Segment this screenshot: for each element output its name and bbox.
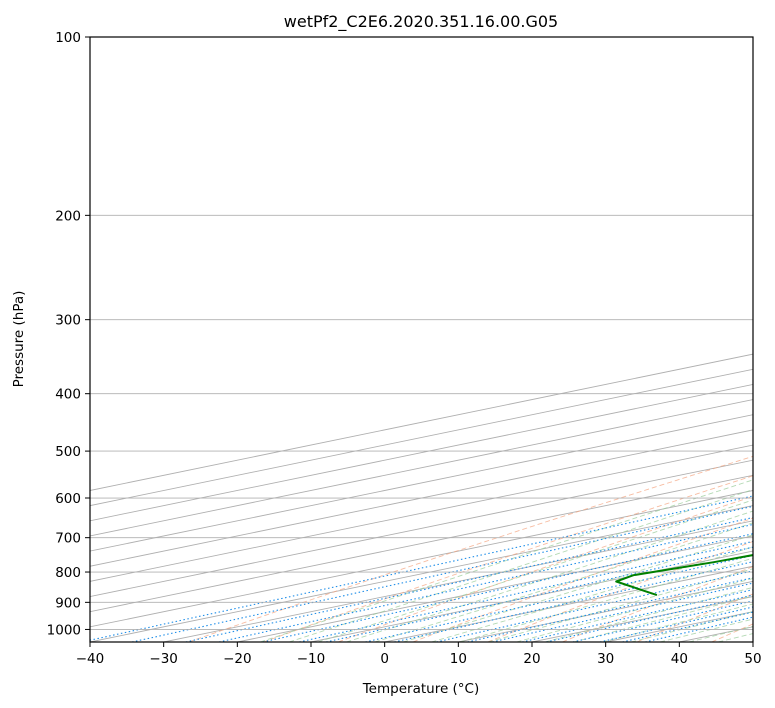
y-tick-label: 1000 — [47, 622, 81, 638]
y-axis-ticks: 100 200 300 400 500 600 700 800 900 1000 — [47, 30, 90, 638]
x-axis-ticks: −40 −30 −20 −10 0 10 20 30 40 50 — [76, 642, 762, 667]
isotherm-line — [90, 383, 753, 522]
moist-adiabat-line — [346, 510, 753, 642]
moist-adiabat-line — [317, 499, 753, 642]
y-tick-label: 400 — [55, 387, 81, 403]
x-tick-label: −30 — [149, 651, 178, 667]
moist-adiabat-line — [402, 534, 753, 642]
dry-adiabat-line — [338, 495, 753, 642]
mixing-ratio-line — [622, 611, 753, 642]
y-tick-label: 300 — [55, 313, 81, 329]
isotherm-line — [90, 399, 753, 537]
y-tick-label: 900 — [55, 595, 81, 611]
isotherm-line — [90, 353, 753, 491]
mixing-ratio-line — [325, 546, 753, 642]
isotherm-line — [90, 459, 753, 598]
x-tick-label: 40 — [671, 651, 688, 667]
isotherm-line — [458, 580, 753, 642]
dry-adiabat-line — [412, 517, 753, 642]
x-axis-label: Temperature (°C) — [362, 681, 480, 697]
isotherm-lines — [90, 353, 753, 642]
moist-adiabat-line — [374, 522, 753, 642]
mixing-ratio-line — [262, 533, 753, 642]
y-tick-label: 700 — [55, 531, 81, 547]
x-tick-label: −20 — [223, 651, 252, 667]
moist-adiabat-lines — [260, 479, 753, 642]
moist-adiabat-line — [516, 577, 753, 642]
x-tick-label: 30 — [597, 651, 614, 667]
temperature-line — [760, 37, 775, 595]
pressure-gridlines — [90, 37, 753, 630]
x-tick-label: 20 — [523, 651, 540, 667]
moist-adiabat-line — [718, 633, 753, 642]
x-tick-label: 10 — [450, 651, 467, 667]
isotherm-line — [90, 505, 753, 642]
x-tick-label: −10 — [297, 651, 326, 667]
isotherm-line — [163, 520, 753, 642]
y-tick-label: 100 — [55, 30, 81, 46]
isotherm-line — [237, 535, 753, 642]
isotherm-line — [90, 368, 753, 507]
isotherm-line — [310, 550, 753, 642]
moist-adiabat-line — [602, 603, 753, 642]
x-tick-label: 50 — [744, 651, 761, 667]
isotherm-line — [90, 444, 753, 582]
mixing-ratio-line — [645, 616, 753, 642]
mixing-ratio-lines — [90, 495, 753, 642]
dry-adiabat-line — [188, 455, 753, 642]
plot-frame — [89, 36, 754, 643]
dry-adiabat-line — [562, 566, 753, 642]
isotherm-line — [90, 414, 753, 552]
isotherm-line — [90, 429, 753, 567]
dry-adiabat-lines — [188, 455, 753, 642]
chart-title: wetPf2_C2E6.2020.351.16.00.G05 — [284, 12, 558, 32]
x-tick-label: 0 — [380, 651, 389, 667]
y-tick-label: 200 — [55, 208, 81, 224]
y-axis-label: Pressure (hPa) — [11, 291, 27, 388]
moist-adiabat-line — [544, 586, 753, 642]
moist-adiabat-line — [459, 557, 753, 642]
isotherm-line — [90, 474, 753, 613]
mixing-ratio-line — [218, 523, 753, 642]
isotherm-line — [384, 565, 753, 642]
y-tick-label: 800 — [55, 565, 81, 581]
y-tick-label: 500 — [55, 444, 81, 460]
dry-adiabat-line — [636, 593, 753, 642]
dry-adiabat-line — [487, 540, 753, 642]
y-tick-label: 600 — [55, 491, 81, 507]
mixing-ratio-line — [521, 589, 753, 642]
isotherm-line — [752, 641, 753, 642]
dry-adiabat-line — [711, 623, 753, 642]
moist-adiabat-line — [260, 479, 753, 642]
isotherm-line — [90, 490, 753, 628]
mixing-ratio-line — [299, 540, 753, 642]
dry-adiabat-line — [263, 475, 753, 642]
moist-adiabat-line — [573, 595, 753, 642]
x-tick-label: −40 — [76, 651, 105, 667]
plot-area — [90, 37, 775, 642]
mixing-ratio-line — [599, 606, 753, 642]
mixing-ratio-line — [185, 516, 753, 642]
